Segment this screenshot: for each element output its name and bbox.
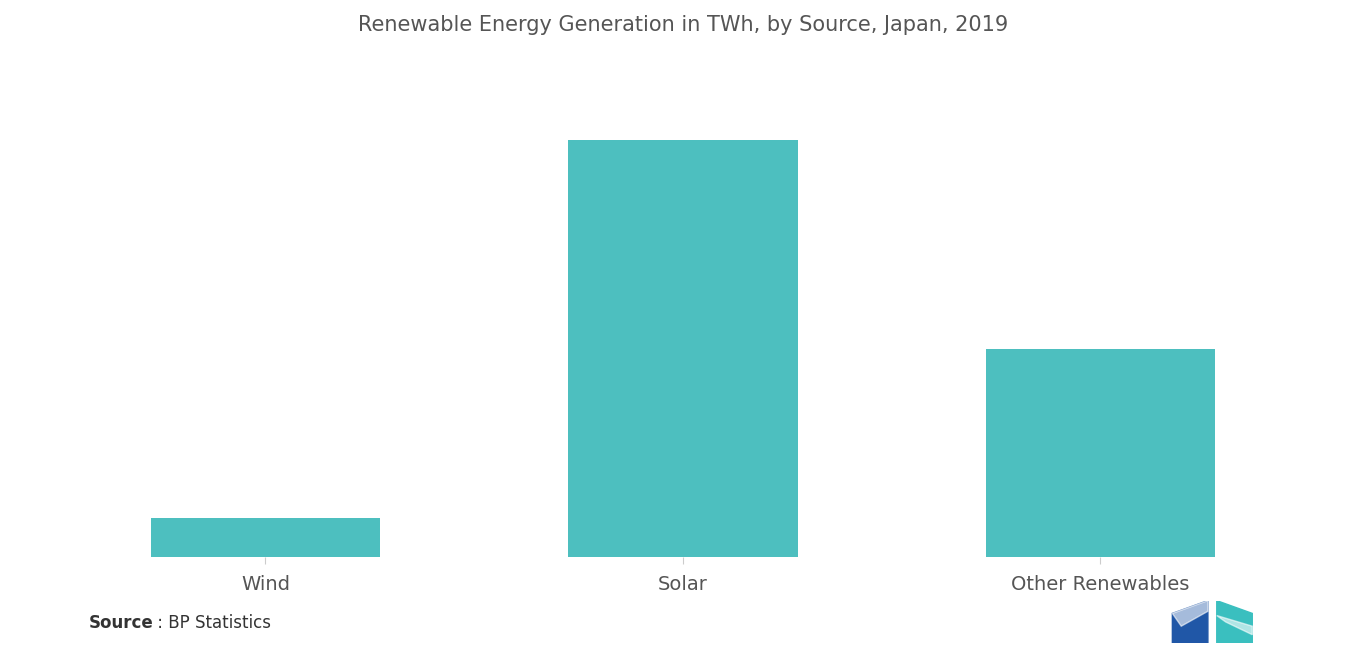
- Text: Source: Source: [89, 614, 153, 632]
- Polygon shape: [1172, 601, 1208, 626]
- Title: Renewable Energy Generation in TWh, by Source, Japan, 2019: Renewable Energy Generation in TWh, by S…: [358, 15, 1008, 35]
- Text: : BP Statistics: : BP Statistics: [152, 614, 270, 632]
- Polygon shape: [1217, 601, 1253, 643]
- Polygon shape: [1217, 616, 1253, 635]
- Polygon shape: [1172, 601, 1208, 643]
- Bar: [150, 517, 380, 557]
- Bar: [986, 348, 1216, 557]
- Bar: [568, 140, 798, 557]
